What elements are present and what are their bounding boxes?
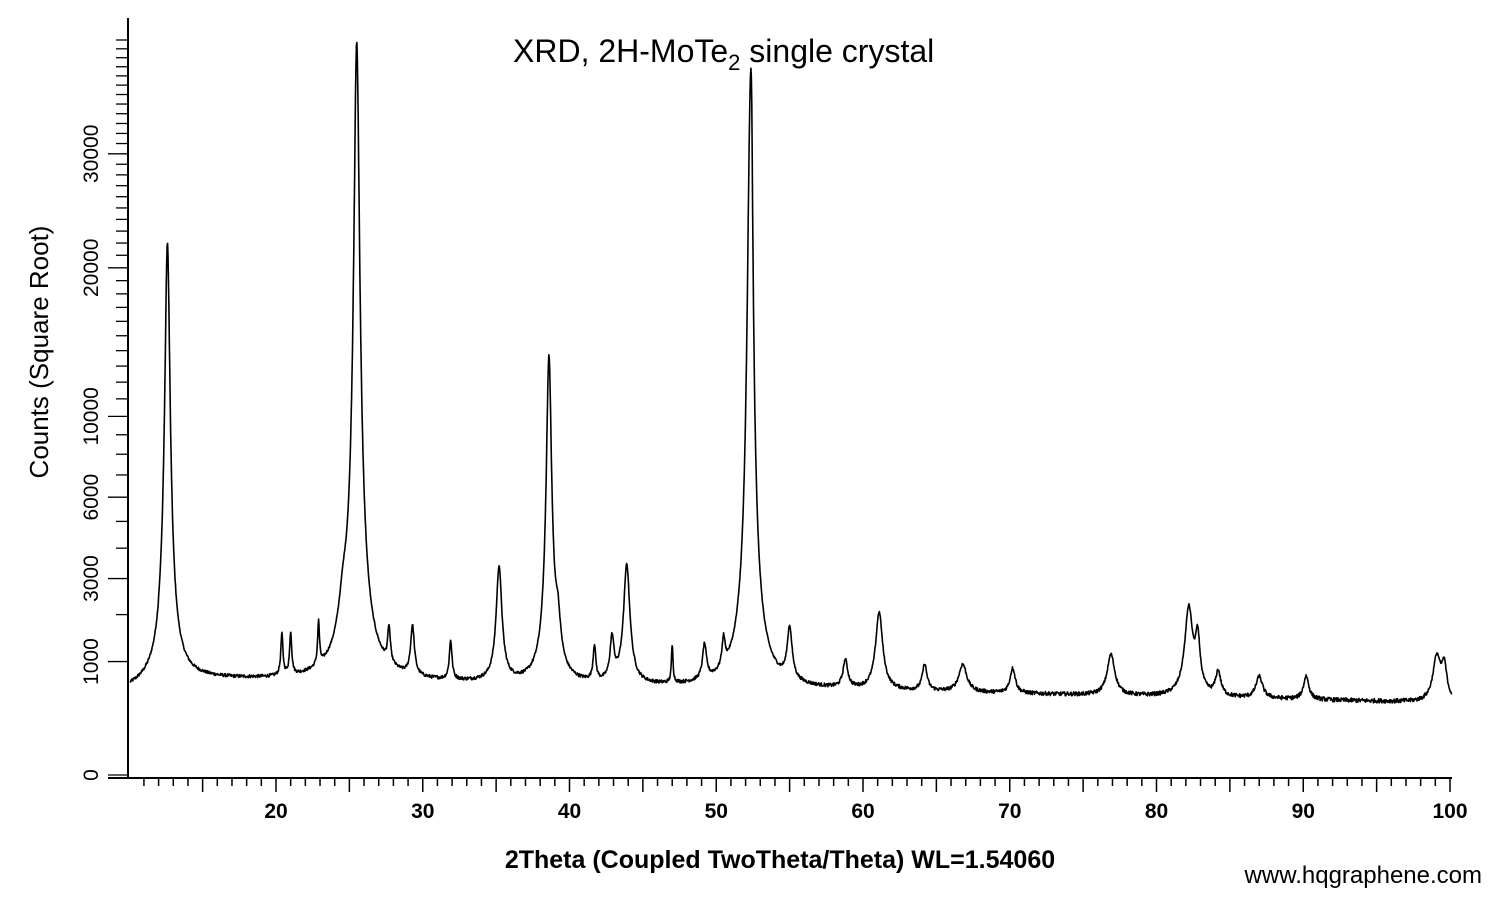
x-axis-label: 2Theta (Coupled TwoTheta/Theta) WL=1.540…	[505, 846, 1055, 874]
watermark: www.hqgraphene.com	[1244, 862, 1482, 889]
x-tick-label: 30	[411, 800, 434, 823]
x-tick-label: 40	[558, 800, 581, 823]
y-tick-label: 1000	[80, 638, 103, 685]
x-tick-label: 90	[1292, 800, 1315, 823]
y-tick-label: 20000	[80, 239, 103, 297]
y-tick-label: 10000	[80, 387, 103, 445]
x-tick-label: 100	[1432, 800, 1467, 823]
x-tick-label: 70	[998, 800, 1021, 823]
x-tick-label: 80	[1145, 800, 1168, 823]
chart-title-subscript: 2	[728, 50, 740, 75]
y-tick-label: 6000	[80, 474, 103, 521]
y-tick-label: 30000	[80, 125, 103, 183]
x-ticks: 20 30 40 50 60 70 80 90 100	[143, 778, 1468, 823]
y-ticks: 0 1000 3000 6000 10000 20000 30000	[80, 39, 128, 781]
x-tick-label: 60	[851, 800, 874, 823]
axes	[108, 18, 1452, 779]
xrd-pattern-line	[129, 41, 1453, 704]
chart-title: XRD, 2H-MoTe2 single crystal	[513, 33, 934, 75]
y-tick-label: 0	[80, 769, 103, 781]
y-axis-label: Counts (Square Root)	[24, 226, 54, 479]
x-tick-label: 50	[705, 800, 728, 823]
x-tick-label: 20	[264, 800, 287, 823]
chart-title-rest: single crystal	[740, 33, 934, 69]
y-tick-label: 3000	[80, 555, 103, 602]
